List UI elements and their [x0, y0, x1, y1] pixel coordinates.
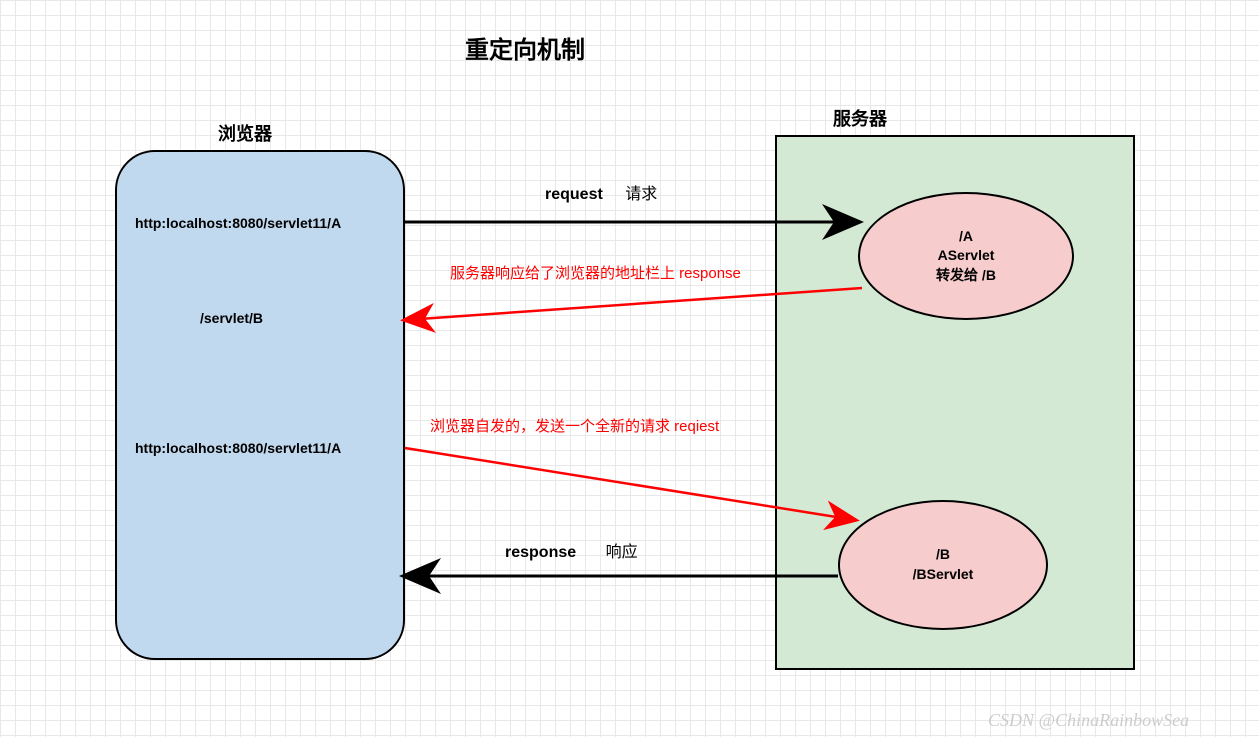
servlet-a-line1: /A — [959, 227, 973, 247]
servlet-a-line3: 转发给 /B — [936, 266, 996, 286]
browser-url-2: /servlet/B — [200, 310, 263, 326]
browser-label: 浏览器 — [218, 120, 272, 146]
servlet-b-line2: /BServlet — [913, 565, 974, 585]
browser-url-1: http:localhost:8080/servlet11/A — [135, 215, 341, 231]
servlet-a-line2: AServlet — [938, 246, 995, 266]
servlet-b-node: /B /BServlet — [838, 500, 1048, 630]
server-label: 服务器 — [833, 105, 887, 131]
arrow4-reg: 响应 — [606, 544, 638, 561]
servlet-a-node: /A AServlet 转发给 /B — [858, 192, 1074, 320]
browser-url-3: http:localhost:8080/servlet11/A — [135, 440, 341, 456]
diagram-title: 重定向机制 — [465, 30, 585, 65]
arrow1-label: request 请求 — [545, 180, 657, 204]
arrow3-label: 浏览器自发的，发送一个全新的请求 reqiest — [430, 415, 780, 436]
arrow1-reg: 请求 — [625, 186, 657, 203]
arrow4-bold: response — [505, 544, 576, 561]
arrow2-label: 服务器响应给了浏览器的地址栏上 response — [450, 262, 741, 283]
arrow4-label: response 响应 — [505, 538, 638, 562]
arrow1-bold: request — [545, 186, 603, 203]
servlet-b-line1: /B — [936, 545, 950, 565]
watermark: CSDN @ChinaRainbowSea — [988, 710, 1189, 731]
